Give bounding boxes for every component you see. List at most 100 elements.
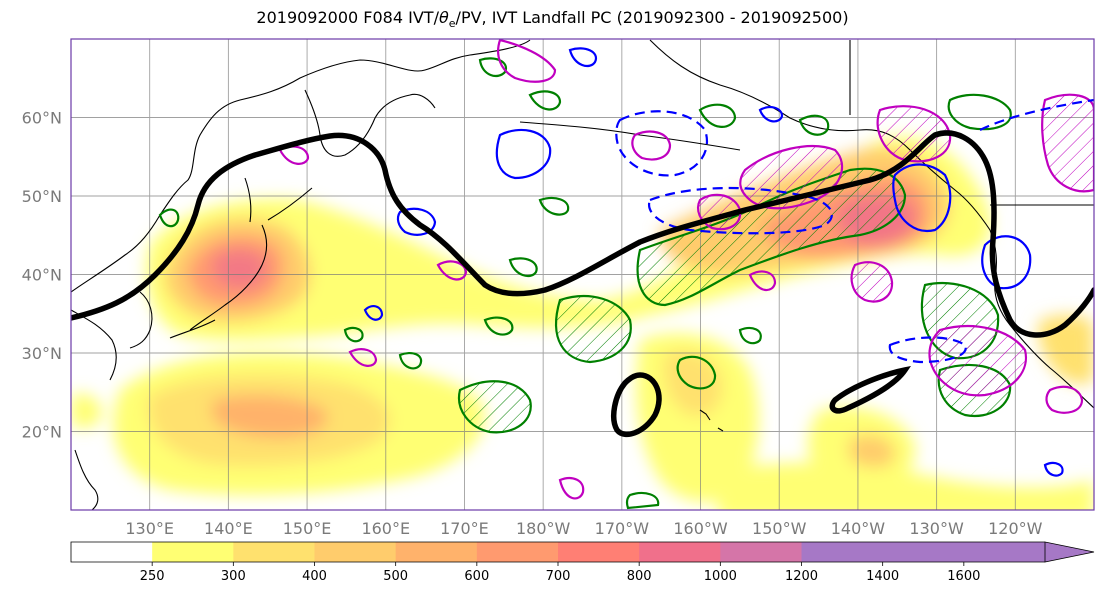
colorbar-segment	[558, 542, 640, 562]
coast-japan	[169, 224, 268, 339]
coast-hawaii	[699, 409, 724, 432]
theta-e-contour-c2	[398, 351, 423, 370]
theta-e-contour-c7	[538, 196, 570, 216]
map-title: 2019092000 F084 IVT/θe/PV, IVT Landfall …	[256, 8, 849, 31]
latitude-label: 20°N	[22, 423, 62, 442]
colorbar-segment	[314, 542, 397, 562]
longitude-label: 160°E	[361, 519, 410, 538]
longitude-label: 180°W	[516, 519, 571, 538]
landfall-pc-contours	[71, 130, 1094, 438]
pc-contour-loop-east	[829, 365, 911, 414]
ivt-fill-east-sub-core	[848, 434, 896, 469]
latitude-label: 50°N	[22, 187, 62, 206]
ivt-fill-japan-outer	[146, 136, 991, 341]
neg-pv-contour-6	[981, 235, 1032, 290]
pv-contour-east2	[928, 325, 1028, 397]
colorbar-segment	[963, 542, 1046, 562]
colorbar-segment	[801, 542, 884, 562]
neg-pv-contour-1	[495, 128, 552, 180]
theta-e-contour-c6	[625, 491, 660, 510]
coast-sakhalin	[244, 177, 252, 223]
neg-pv-contour-5	[892, 163, 952, 233]
coast-aleutians	[519, 121, 741, 151]
colorbar-tick-label: 800	[627, 569, 652, 584]
map-frame	[70, 38, 1095, 511]
longitude-label: 150°E	[283, 519, 332, 538]
ivt-fill-south-east	[717, 462, 1094, 510]
pv-contour-east3	[850, 261, 894, 303]
latitude-labels: 60°N 50°N 40°N 30°N 20°N	[22, 109, 62, 442]
pv-contour-c3	[748, 270, 777, 291]
coast-philippines	[74, 449, 99, 510]
neg-pv-contour-4	[647, 186, 833, 235]
pv-contour-c4	[558, 476, 585, 500]
longitude-label: 170°W	[595, 519, 650, 538]
pv-contour-n2	[631, 130, 672, 161]
colorbar-tick-label: 300	[221, 569, 246, 584]
longitude-label: 120°W	[988, 519, 1043, 538]
pv-contour-c5	[1045, 385, 1084, 414]
longitude-label: 150°W	[752, 519, 807, 538]
neg-pv-contour-3	[615, 110, 709, 177]
longitude-label: 130°E	[125, 519, 174, 538]
colorbar-tick-label: 700	[546, 569, 571, 584]
longitude-label: 160°W	[673, 519, 728, 538]
pv-contour-n1	[497, 39, 557, 83]
colorbar-tick-label: 1000	[704, 569, 737, 584]
theta-e-contour-south	[457, 380, 532, 434]
coast-asia-mainland	[71, 39, 531, 293]
neg-pv-contour-9	[363, 305, 384, 321]
colorbar-segment	[882, 542, 965, 562]
colorbar-tick-label: 600	[464, 569, 489, 584]
pc-contour-loop-center	[611, 372, 662, 438]
neg-pv-contour-11	[1043, 461, 1064, 477]
longitude-labels: 130°E 140°E 150°E 160°E 170°E 180°W 170°W 160°W…	[125, 519, 1042, 538]
theta-e-contour-c5	[676, 355, 717, 390]
ivt-fill-west-edge	[71, 393, 102, 429]
neg-pv-contour-2	[396, 207, 437, 236]
colorbar-segment	[639, 542, 721, 562]
theta-e-contour-n3	[798, 114, 830, 136]
colorbar-tick-label: 400	[302, 569, 327, 584]
longitude-label: 140°E	[204, 519, 253, 538]
colorbar-tick-label: 500	[383, 569, 408, 584]
colorbar-tick-label: 1400	[866, 569, 899, 584]
colorbar-segment	[152, 542, 234, 562]
coast-alaska	[649, 39, 991, 231]
ivt-colorbar: 250 300 400 500 600 700 800 1000 1200 1400 1600	[70, 541, 1095, 584]
colorbar-segment	[233, 542, 315, 562]
pv-contour-c1	[348, 348, 378, 367]
neg-pv-contour-12	[758, 106, 784, 123]
pv-contour-east1	[1041, 93, 1094, 193]
colorbar-segment	[720, 542, 802, 562]
negative-pv-contours	[363, 47, 1094, 477]
theta-e-contour-n2	[698, 103, 737, 128]
longitude-label: 140°W	[831, 519, 886, 538]
pv-contour-ak	[876, 105, 952, 163]
pv-contour-c2	[436, 260, 468, 281]
theta-e-contour-ak	[947, 93, 1012, 131]
theta-e-contour-n1	[478, 57, 508, 78]
colorbar-segment	[395, 542, 478, 562]
pc-contour-main	[71, 130, 1094, 338]
theta-e-contour-japan	[158, 208, 180, 228]
theta-e-contour-kam	[528, 90, 562, 111]
coast-kuril	[267, 187, 313, 221]
longitude-label: 170°E	[440, 519, 489, 538]
latitude-label: 40°N	[22, 266, 62, 285]
colorbar-tick-label: 1200	[785, 569, 818, 584]
theta-e-contour-c1	[343, 326, 364, 343]
theta-e-contour-central	[555, 295, 632, 364]
coast-korea	[129, 291, 153, 349]
neg-pv-contour-7	[888, 336, 967, 364]
colorbar-tick-label: 1600	[947, 569, 980, 584]
colorbar-tick-label: 250	[140, 569, 165, 584]
theta-e-contour-c4	[738, 326, 762, 345]
latitude-label: 30°N	[22, 344, 62, 363]
latitude-label: 60°N	[22, 109, 62, 128]
colorbar-segment	[476, 542, 559, 562]
colorbar-extend-arrow	[1044, 541, 1095, 563]
longitude-label: 130°W	[909, 519, 964, 538]
neg-pv-contour-10	[568, 47, 598, 68]
